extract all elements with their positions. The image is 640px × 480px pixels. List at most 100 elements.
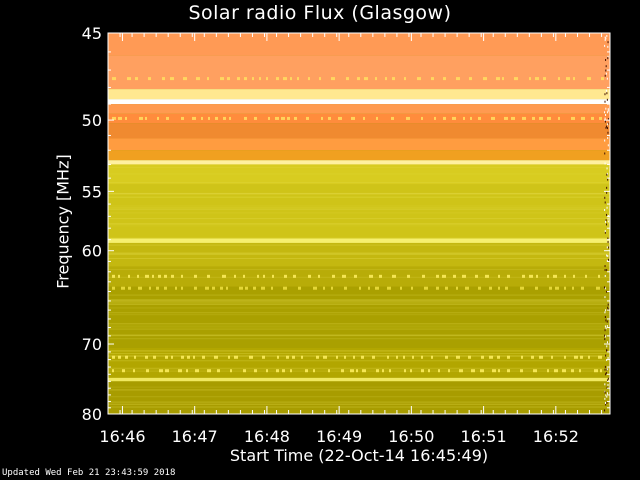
flux-speckle xyxy=(396,355,398,359)
flux-speckle xyxy=(319,77,321,81)
flux-speckle xyxy=(202,355,205,359)
flux-speckle xyxy=(443,116,446,120)
edge-noise xyxy=(605,319,607,322)
flux-speckle xyxy=(562,369,566,373)
flux-speckle xyxy=(379,274,382,278)
flux-speckle xyxy=(573,274,575,278)
texture-line xyxy=(108,352,610,354)
flux-speckle xyxy=(286,355,289,359)
flux-speckle xyxy=(181,116,184,120)
flux-speckle xyxy=(194,286,197,290)
flux-speckle xyxy=(259,77,261,81)
flux-speckle xyxy=(207,369,211,373)
frequency-band xyxy=(108,104,610,114)
frequency-band xyxy=(108,138,610,151)
texture-line xyxy=(108,207,610,209)
flux-speckle xyxy=(363,116,365,120)
texture-line xyxy=(108,307,610,309)
flux-speckle xyxy=(266,77,268,81)
flux-speckle xyxy=(122,369,125,373)
texture-line xyxy=(108,396,610,398)
flux-speckle xyxy=(201,116,203,120)
flux-speckle xyxy=(412,355,414,359)
y-tick-label: 55 xyxy=(82,182,102,201)
edge-noise xyxy=(604,275,606,278)
y-axis-label: Frequency [MHz] xyxy=(53,154,73,289)
flux-speckle xyxy=(276,77,279,81)
flux-speckle xyxy=(480,369,484,373)
flux-speckle xyxy=(424,286,428,290)
frequency-band xyxy=(108,89,610,100)
edge-noise xyxy=(604,286,606,289)
flux-speckle xyxy=(145,116,147,120)
flux-speckle xyxy=(452,116,456,120)
flux-speckle xyxy=(276,369,279,373)
flux-speckle xyxy=(268,116,270,120)
edge-noise xyxy=(607,217,609,220)
edge-noise xyxy=(605,126,607,129)
flux-speckle xyxy=(336,355,338,359)
flux-speckle xyxy=(535,286,538,290)
edge-noise xyxy=(607,383,609,386)
flux-speckle xyxy=(468,355,471,359)
edge-noise xyxy=(605,354,607,357)
flux-speckle xyxy=(428,369,430,373)
flux-speckle xyxy=(529,77,531,81)
edge-noise xyxy=(604,373,606,376)
edge-noise xyxy=(606,125,608,128)
texture-line xyxy=(108,314,610,316)
flux-speckle xyxy=(407,274,410,278)
flux-speckle xyxy=(572,286,574,290)
flux-speckle xyxy=(165,369,169,373)
flux-speckle xyxy=(571,369,574,373)
edge-noise xyxy=(604,231,606,234)
edge-noise xyxy=(607,308,609,311)
flux-speckle xyxy=(594,369,598,373)
y-tick-label: 50 xyxy=(82,111,102,130)
flux-speckle xyxy=(344,286,347,290)
flux-speckle xyxy=(411,286,413,290)
texture-line xyxy=(108,353,610,355)
flux-speckle xyxy=(208,116,210,120)
flux-speckle xyxy=(351,116,355,120)
edge-noise xyxy=(604,220,606,223)
flux-speckle xyxy=(165,355,168,359)
flux-speckle xyxy=(471,369,475,373)
flux-speckle xyxy=(564,274,566,278)
flux-speckle xyxy=(121,286,125,290)
flux-speckle xyxy=(387,355,389,359)
flux-speckle xyxy=(453,274,456,278)
edge-noise xyxy=(604,269,606,272)
flux-speckle xyxy=(220,286,223,290)
flux-speckle xyxy=(305,369,308,373)
flux-speckle xyxy=(196,77,200,81)
edge-noise xyxy=(604,36,606,39)
flux-speckle xyxy=(489,355,493,359)
edge-noise xyxy=(604,111,606,114)
flux-speckle xyxy=(483,77,487,81)
texture-line xyxy=(108,334,610,336)
flux-speckle xyxy=(422,274,425,278)
flux-speckle xyxy=(385,77,387,81)
plot-area xyxy=(108,33,610,414)
flux-speckle xyxy=(436,274,439,278)
flux-speckle xyxy=(217,369,220,373)
flux-speckle xyxy=(354,274,357,278)
flux-speckle xyxy=(282,369,285,373)
edge-noise xyxy=(607,41,609,44)
flux-speckle xyxy=(504,116,508,120)
edge-noise xyxy=(606,34,608,37)
edge-noise xyxy=(605,327,607,330)
flux-speckle xyxy=(564,286,566,290)
edge-noise xyxy=(604,296,606,299)
flux-speckle xyxy=(171,355,173,359)
flux-speckle xyxy=(284,274,287,278)
flux-speckle xyxy=(162,77,165,81)
flux-speckle xyxy=(404,369,406,373)
edge-noise xyxy=(606,223,608,226)
flux-speckle xyxy=(350,369,354,373)
flux-speckle xyxy=(392,77,395,81)
flux-speckle xyxy=(532,116,535,120)
edge-noise xyxy=(607,303,609,306)
flux-speckle xyxy=(442,274,446,278)
